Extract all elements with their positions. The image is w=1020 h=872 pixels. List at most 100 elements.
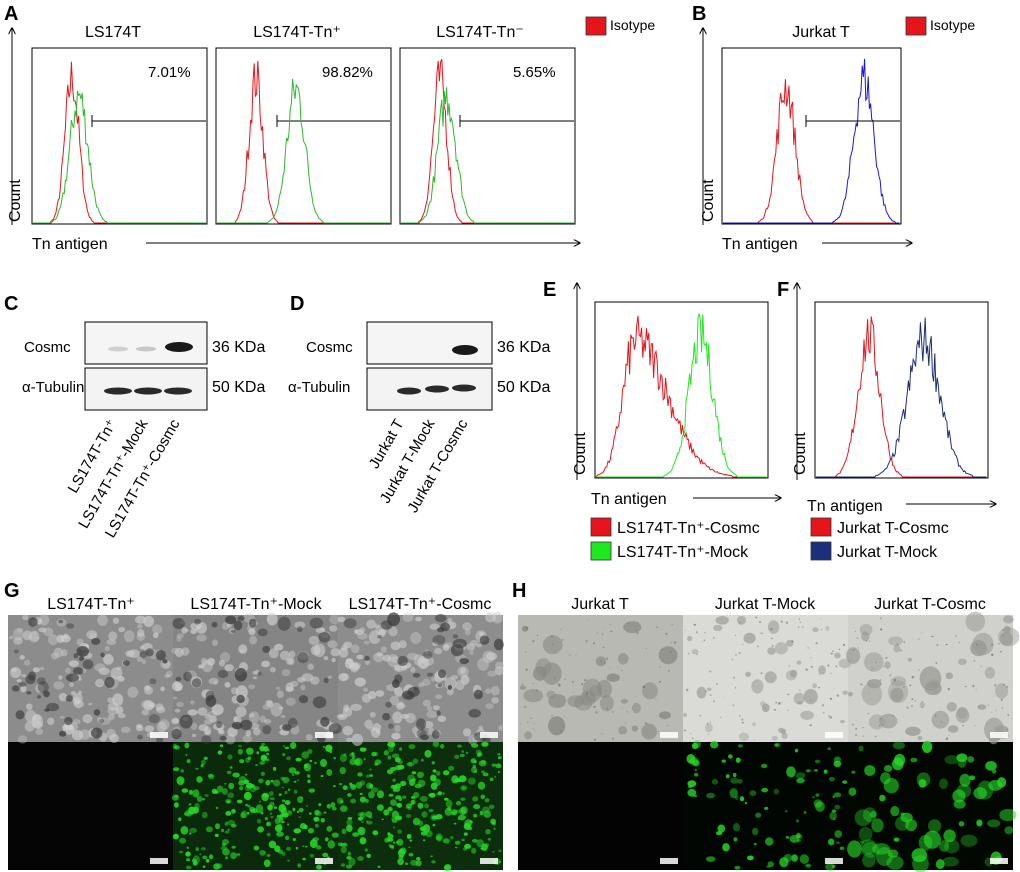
g-bf-cell <box>363 640 370 645</box>
g-bf-cell <box>82 714 93 724</box>
h-bf-cluster <box>683 712 687 718</box>
g-fluor-spot <box>462 786 465 790</box>
h-bf-dot <box>958 641 961 644</box>
g-bf-cell <box>450 675 459 680</box>
h-fluor-spot <box>973 787 987 800</box>
g-bf-gap <box>156 737 164 743</box>
g-bf-cell <box>460 667 466 675</box>
h-bf-dot <box>571 681 574 683</box>
g-fluor-spot <box>361 820 364 823</box>
g-fluor-spot <box>288 767 297 774</box>
g-bf-cell <box>389 695 400 706</box>
g-fluor-spot <box>435 833 443 842</box>
c-band-tubulin-1 <box>104 387 132 395</box>
g-fluor-spot <box>412 758 419 764</box>
g-fluor-spot <box>238 776 247 783</box>
h-fluor-spot <box>779 857 789 868</box>
g-fluor-spot <box>404 862 409 866</box>
h-bf-dot <box>532 728 535 730</box>
h-image-texture <box>519 611 1020 872</box>
g-fluor-spot <box>359 811 366 819</box>
g-bf-cell <box>354 629 359 634</box>
g-bf-cell <box>197 665 203 670</box>
g-fluor-spot <box>222 848 230 856</box>
g-bf-gap <box>328 723 342 734</box>
g-fluor-spot <box>314 761 317 765</box>
g-fluor-spot <box>458 814 466 821</box>
h-bf-dot <box>822 704 824 707</box>
g-bf-cell <box>369 711 376 718</box>
h-fluor-spot <box>847 840 862 858</box>
h-fluor-spot <box>694 769 697 772</box>
g-bf-cell <box>103 654 114 665</box>
g-bf-cell <box>174 647 184 658</box>
g-fluor-spot <box>417 820 424 826</box>
g-bf-gap <box>217 669 229 679</box>
g-bf-gap <box>191 678 202 688</box>
g-bf-cell <box>31 714 44 728</box>
h-bf-cluster <box>800 710 814 720</box>
g-bf-cell <box>398 640 407 649</box>
g-bf-cell <box>58 675 63 680</box>
g-bf-cell <box>191 733 197 738</box>
g-fluor-spot <box>341 828 347 835</box>
h-bf-cluster <box>947 725 959 733</box>
g-fluor-spot <box>274 845 281 853</box>
g-fluor-spot <box>215 791 219 794</box>
g-fluor-spot <box>293 780 297 783</box>
h-fluor-spot <box>730 777 739 784</box>
g-bf-cell <box>227 727 238 737</box>
a-xlabel: Tn antigen <box>32 236 108 253</box>
h-bf-cluster <box>618 725 628 735</box>
g-fluor-spot <box>281 820 285 824</box>
g-bf-cell <box>245 730 252 737</box>
g-fluor-spot <box>204 794 209 797</box>
g-bf-gap <box>312 696 327 709</box>
g-fluor-spot <box>402 795 407 799</box>
g-fluor-spot <box>256 751 260 755</box>
g-bf-gap <box>90 727 103 739</box>
g-bf-cell <box>171 681 183 692</box>
g-fluor-spot <box>176 776 185 785</box>
g-fluor-spot <box>295 846 299 850</box>
g-bf-cell <box>382 654 392 662</box>
g-bf-gap <box>432 635 446 645</box>
d-kda-50: 50 KDa <box>497 379 550 396</box>
h-fluor-spot <box>814 759 821 764</box>
g-bf-cell <box>264 719 272 724</box>
g-bf-cell <box>498 724 504 731</box>
h-fluor-spot <box>827 747 831 750</box>
h-bf-cluster <box>867 679 882 689</box>
h-bf-dot <box>822 712 825 714</box>
g-fluor-spot <box>286 756 291 760</box>
g-fluor-spot <box>173 746 177 749</box>
g-bf-cell <box>305 734 313 741</box>
h-bf-dot <box>601 633 604 635</box>
g-bf-cell <box>112 693 124 707</box>
b-isotype-curve <box>723 79 900 224</box>
h-bf-dot <box>1002 635 1005 636</box>
g-bf-gap <box>298 695 309 704</box>
g-fluor-spot <box>357 826 366 836</box>
h-bf-dot <box>802 626 804 628</box>
g-fluor-spot <box>415 860 422 867</box>
g-bf-cell <box>346 737 353 743</box>
g-fluor-spot <box>201 811 208 819</box>
h-bf-dot <box>936 644 939 646</box>
g-bf-cell <box>166 670 173 678</box>
g-fluor-spot <box>431 860 436 864</box>
g-bf-gap <box>230 629 236 633</box>
g-fluor-spot <box>265 779 271 786</box>
a2-isotype-curve <box>217 60 390 224</box>
g-fluor-spot <box>387 769 394 775</box>
h-fluor-spot <box>911 848 928 863</box>
g-fluor-spot <box>232 772 240 778</box>
h-bf-cluster <box>965 611 986 632</box>
h-fluor-spot <box>828 838 835 846</box>
g-bf-cell <box>36 619 43 625</box>
g-fluor-spot <box>442 792 445 795</box>
g-bf-cell <box>434 647 443 655</box>
g-fluor-spot <box>394 785 398 789</box>
g-fluor-spot <box>444 807 453 816</box>
h-bf-dot <box>868 692 870 694</box>
